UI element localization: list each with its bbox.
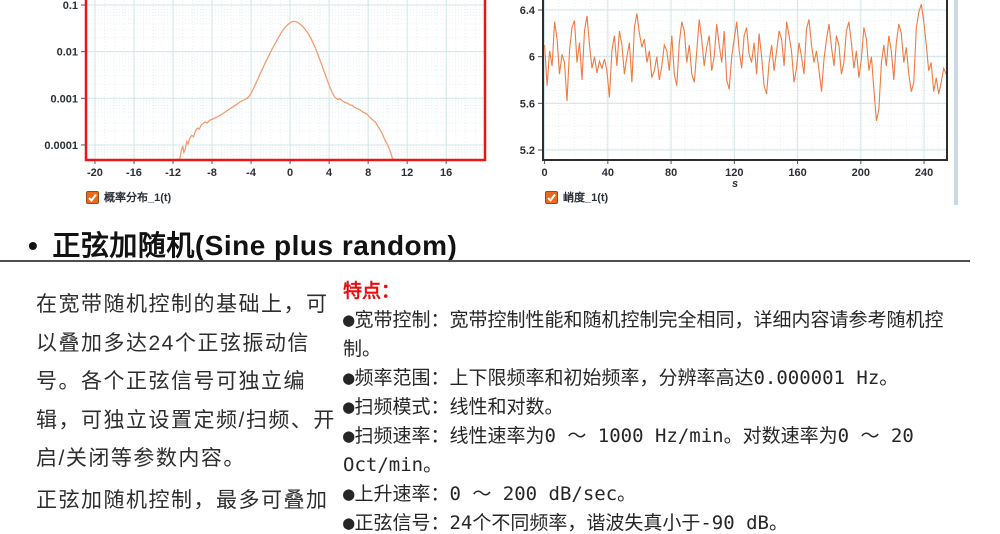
bullet-icon: •	[28, 230, 39, 261]
legend-label: 概率分布_1(t)	[104, 192, 172, 204]
kurtosis-plot: 0 40 80 120 160 200 240 5.2 5.6 6 6.4 s	[520, 0, 948, 190]
svg-text:-12: -12	[165, 167, 181, 179]
svg-text:40: 40	[602, 167, 614, 179]
svg-text:6.4: 6.4	[520, 5, 536, 17]
svg-text:-8: -8	[207, 167, 217, 179]
svg-text:16: 16	[440, 167, 452, 179]
svg-text:0: 0	[542, 167, 548, 179]
legend-label: 峭度_1(t)	[563, 192, 609, 204]
intro-paragraph: 正弦加随机控制，最多可叠加	[36, 488, 329, 512]
feature-item: ●扫频模式：线性和对数。	[343, 396, 564, 418]
legend-probability-distribution: 概率分布_1(t)	[86, 189, 171, 205]
svg-text:0.001: 0.001	[50, 93, 78, 105]
svg-text:0.1: 0.1	[63, 0, 78, 12]
svg-text:-16: -16	[126, 167, 142, 179]
kurtosis-chart: 0 40 80 120 160 200 240 5.2 5.6 6 6.4 s	[500, 0, 960, 210]
feature-item: ●扫频速率：线性速率为0 ～ 1000 Hz/min。对数速率为0 ～ 20 O…	[343, 425, 914, 476]
probability-distribution-plot: -20 -16 -12 -8 -4 0 4 8 12 16 0.1 0.01 0.001 0.0001	[44, 0, 487, 179]
svg-text:s: s	[732, 178, 738, 190]
svg-text:0.0001: 0.0001	[44, 140, 78, 152]
svg-text:-4: -4	[246, 167, 257, 179]
svg-text:12: 12	[401, 167, 413, 179]
svg-text:120: 120	[725, 167, 743, 179]
section-title: 正弦加随机(Sine plus random)	[52, 230, 458, 261]
feature-item: ●正弦信号：24个不同频率，谐波失真小于-90 dB。	[343, 512, 788, 534]
svg-text:0: 0	[287, 167, 293, 179]
svg-text:5.2: 5.2	[520, 145, 535, 157]
intro-column: 在宽带随机控制的基础上，可以叠加多达24个正弦振动信号。各个正弦信号可独立编辑，…	[36, 286, 338, 520]
feature-item: ●频率范围：上下限频率和初始频率，分辨率高达0.000001 Hz。	[343, 367, 899, 389]
svg-text:0.01: 0.01	[57, 47, 78, 59]
heading-divider	[0, 260, 970, 262]
checkbox-checked-icon[interactable]	[545, 190, 558, 204]
features-column: 特点： ●宽带控制：宽带控制性能和随机控制完全相同，详细内容请参考随机控制。 ●…	[343, 277, 976, 534]
legend-kurtosis: 峭度_1(t)	[545, 189, 608, 205]
checkbox-checked-icon[interactable]	[86, 190, 99, 204]
svg-text:5.6: 5.6	[520, 98, 535, 110]
svg-text:240: 240	[915, 167, 933, 179]
features-title: 特点：	[343, 280, 401, 302]
svg-text:4: 4	[326, 167, 333, 179]
svg-text:8: 8	[365, 167, 371, 179]
feature-item: ●宽带控制：宽带控制性能和随机控制完全相同，详细内容请参考随机控制。	[343, 309, 944, 360]
probability-distribution-chart: -20 -16 -12 -8 -4 0 4 8 12 16 0.1 0.01 0.001 0.0001	[0, 0, 500, 210]
svg-text:-20: -20	[87, 167, 103, 179]
scrollbar-track[interactable]	[954, 0, 958, 205]
svg-text:80: 80	[665, 167, 677, 179]
svg-text:6: 6	[529, 52, 535, 64]
svg-text:200: 200	[852, 167, 870, 179]
svg-text:160: 160	[788, 167, 806, 179]
feature-item: ●上升速率：0 ～ 200 dB/sec。	[343, 483, 637, 505]
intro-paragraph: 在宽带随机控制的基础上，可以叠加多达24个正弦振动信号。各个正弦信号可独立编辑，…	[36, 293, 336, 470]
section-heading: • 正弦加随机(Sine plus random)	[28, 224, 457, 264]
